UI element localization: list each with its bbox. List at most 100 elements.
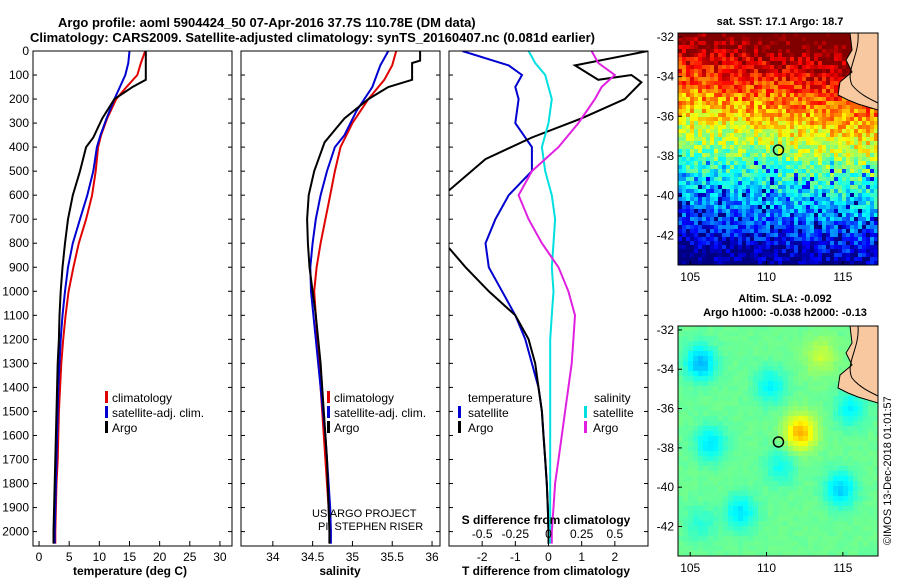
difference-panel: -2 -1 0 1 2 -0.5 -0.25 0 0.25 0.5 T difference f…: [448, 50, 649, 578]
map-x-tick-label: 110: [757, 270, 776, 284]
salinity-diff-tick-label: 0: [545, 527, 552, 541]
sst-map-frame: [677, 32, 879, 266]
x-tick-label: 2: [611, 550, 618, 564]
salinity-diff-tick-label: -0.25: [502, 527, 530, 541]
series-line-argo: [52, 51, 147, 544]
x-tick-label: 34: [266, 550, 280, 564]
legend-swatch-temp-argo: [458, 421, 461, 433]
legend-label-climatology: climatology: [334, 391, 394, 405]
sst-map-land: [837, 33, 878, 111]
depth-tick-label: 1400: [2, 380, 29, 394]
map-y-tick-label: -32: [657, 30, 675, 44]
map-y-tick-label: -32: [657, 323, 675, 337]
map-y-tick-label: -38: [657, 149, 675, 163]
depth-tick-label: 400: [9, 140, 29, 154]
x-tick-label: 25: [183, 550, 197, 564]
x-tick-label: 35.5: [381, 550, 405, 564]
x-tick-label: 0: [545, 550, 552, 564]
map-y-tick-label: -36: [657, 109, 675, 123]
pi-label: PI: STEPHEN RISER: [318, 521, 423, 533]
depth-tick-label: 1300: [2, 356, 29, 370]
map-y-tick-label: -38: [657, 441, 675, 455]
depth-tick-label: 1100: [3, 308, 29, 322]
depth-tick-label: 1800: [2, 477, 29, 491]
salinity-diff-tick-label: 0.5: [606, 527, 623, 541]
temperature-legend: climatology satellite-adj. clim. Argo: [105, 391, 204, 435]
map-y-tick-label: -42: [657, 228, 675, 242]
legend-label-argo: Argo: [112, 421, 138, 435]
difference-legend-temperature: temperature satellite Argo: [458, 391, 533, 435]
map-x-tick-label: 110: [757, 561, 776, 575]
legend-swatch-satellite: [327, 406, 330, 418]
temperature-panel: 0100200300400500600700800900100011001200…: [2, 44, 233, 578]
legend-swatch-argo: [327, 421, 330, 433]
sla-map-land: [837, 326, 878, 404]
sla-map-coast-line: [849, 326, 878, 397]
series-line-satellite-adj-clim-: [53, 51, 131, 544]
legend-swatch-sal-satellite: [584, 406, 587, 418]
series-line-satellite-adj-clim-: [309, 51, 390, 544]
legend-label-argo: Argo: [334, 421, 360, 435]
legend-label-satellite: satellite-adj. clim.: [334, 406, 426, 420]
salinity-diff-tick-label: 0.25: [570, 527, 594, 541]
title-line-2: Climatology: CARS2009. Satellite-adjuste…: [30, 30, 595, 45]
legend-header-salinity: salinity: [594, 391, 631, 405]
map-x-tick-label: 105: [680, 270, 700, 284]
depth-tick-label: 1000: [2, 284, 29, 298]
x-tick-label: -2: [477, 550, 488, 564]
depth-tick-label: 100: [9, 68, 29, 82]
map-y-tick-label: -36: [657, 402, 675, 416]
x-tick-label: 15: [123, 550, 137, 564]
sla-map-title-1: Altim. SLA: -0.092: [738, 293, 832, 305]
title-line-1: Argo profile: aoml 5904424_50 07-Apr-201…: [58, 15, 476, 30]
credit-label: ©IMOS 13-Dec-2018 01:01:57: [882, 396, 894, 545]
project-label: US ARGO PROJECT: [312, 508, 417, 520]
sst-map-argo-marker: [772, 144, 785, 156]
x-tick-label: 20: [153, 550, 167, 564]
series-line-temperature-argo: [449, 51, 648, 192]
temperature-axes-frame: [32, 50, 233, 547]
depth-tick-label: 200: [9, 92, 29, 106]
legend-label-temp-argo: Argo: [468, 421, 494, 435]
salinity-x-label: salinity: [319, 564, 361, 578]
depth-tick-label: 600: [9, 188, 29, 202]
legend-label-satellite: satellite-adj. clim.: [112, 406, 204, 420]
sst-map-title: sat. SST: 17.1 Argo: 18.7: [717, 16, 844, 28]
legend-swatch-climatology: [105, 391, 108, 403]
legend-swatch-climatology: [327, 391, 330, 403]
sla-map-panel: Altim. SLA: -0.092 Argo h1000: -0.038 h2…: [657, 293, 879, 575]
salinity-legend: climatology satellite-adj. clim. Argo: [327, 391, 426, 435]
legend-label-sal-satellite: satellite: [593, 406, 634, 420]
salinity-diff-tick-label: -0.5: [472, 527, 493, 541]
series-line-temperature-satellite: [462, 51, 550, 544]
map-x-tick-label: 115: [833, 270, 852, 284]
sla-map-argo-marker: [772, 436, 785, 448]
sla-map-frame: [677, 325, 879, 557]
x-tick-label: 36: [425, 550, 439, 564]
depth-tick-label: 500: [9, 164, 29, 178]
depth-tick-label: 2000: [2, 525, 29, 539]
series-line-temperature-argo-deep: [449, 247, 550, 544]
series-line-argo: [306, 51, 422, 544]
depth-tick-label: 300: [9, 116, 29, 130]
depth-tick-label: 900: [9, 260, 29, 274]
x-tick-label: -1: [510, 550, 521, 564]
difference-x-label: T difference from climatology: [462, 564, 630, 578]
series-line-climatology: [54, 51, 147, 544]
series-line-climatology: [313, 51, 398, 544]
map-y-tick-label: -40: [657, 189, 675, 203]
x-tick-label: 5: [66, 550, 73, 564]
legend-header-temperature: temperature: [468, 391, 533, 405]
depth-tick-label: 800: [9, 236, 29, 250]
legend-label-temp-satellite: satellite: [468, 406, 509, 420]
depth-tick-label: 700: [9, 212, 29, 226]
x-tick-label: 34.5: [301, 550, 325, 564]
map-x-tick-label: 105: [680, 561, 700, 575]
legend-label-sal-argo: Argo: [593, 421, 619, 435]
legend-swatch-satellite: [105, 406, 108, 418]
salinity-panel: 34 34.5 35 35.5 36 salinity climatology sate…: [240, 50, 441, 578]
legend-swatch-temp-satellite: [458, 406, 461, 418]
sst-map-panel: sat. SST: 17.1 Argo: 18.7 105 110 115 -32 -…: [657, 16, 879, 284]
map-y-tick-label: -34: [657, 70, 675, 84]
